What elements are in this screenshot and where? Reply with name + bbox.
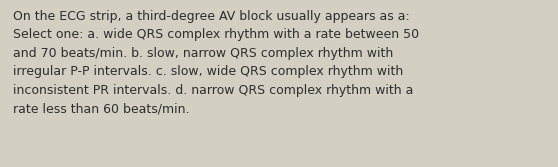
Text: On the ECG strip, a third-degree AV block usually appears as a:
Select one: a. w: On the ECG strip, a third-degree AV bloc…: [13, 10, 419, 115]
